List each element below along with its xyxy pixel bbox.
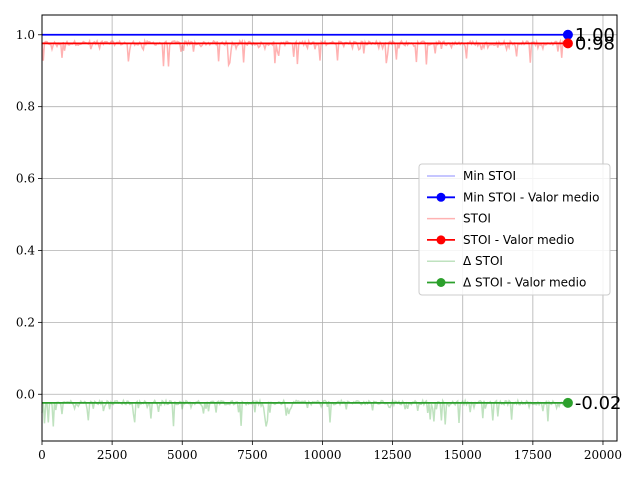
legend-marker	[436, 192, 446, 202]
x-tick-label: 17500	[514, 448, 552, 462]
end-value-label: 0.98	[575, 33, 615, 54]
x-tick-label: 10000	[303, 448, 341, 462]
mean-end-marker	[562, 397, 573, 408]
legend-box	[418, 163, 611, 296]
end-labels-group: 1.000.98 -0.02	[575, 25, 622, 414]
series-line	[41, 38, 569, 68]
series-line	[41, 398, 569, 427]
y-tick-label: 0.4	[16, 243, 35, 257]
x-tick-label: 0	[38, 448, 46, 462]
ticks-group: 0 2500 5000 7500 10000 12500 15000 17500 20000 0.…	[16, 28, 622, 462]
legend-label: Δ STOI	[463, 254, 503, 268]
mean-end-marker	[562, 38, 573, 49]
mean-series-group	[42, 29, 573, 408]
y-tick-label: 1.0	[16, 28, 35, 42]
mean-end-marker	[562, 29, 573, 40]
legend-label: Min STOI - Valor medio	[463, 190, 599, 204]
legend-label: STOI - Valor medio	[463, 233, 574, 247]
x-tick-label: 2500	[97, 448, 128, 462]
legend-marker	[436, 235, 446, 245]
end-value-label: -0.02	[575, 393, 622, 414]
legend-label: STOI	[463, 212, 491, 226]
y-tick-label: 0.2	[16, 315, 35, 329]
x-tick-label: 20000	[584, 448, 622, 462]
x-tick-label: 5000	[167, 448, 198, 462]
legend-label: Min STOI	[463, 169, 516, 183]
y-tick-label: 0.0	[16, 387, 35, 401]
legend: Min STOI Min STOI - Valor medio STOI STOI -…	[418, 163, 611, 296]
x-tick-label: 12500	[374, 448, 412, 462]
end-value-label: 1.00	[575, 25, 615, 46]
x-tick-label: 15000	[444, 448, 482, 462]
legend-marker	[436, 278, 446, 287]
plot-frame	[41, 14, 618, 442]
x-tick-label: 7500	[237, 448, 268, 462]
legend-label: Δ STOI - Valor medio	[463, 276, 586, 290]
y-tick-label: 0.6	[16, 172, 35, 186]
y-tick-label: 0.8	[16, 100, 35, 114]
